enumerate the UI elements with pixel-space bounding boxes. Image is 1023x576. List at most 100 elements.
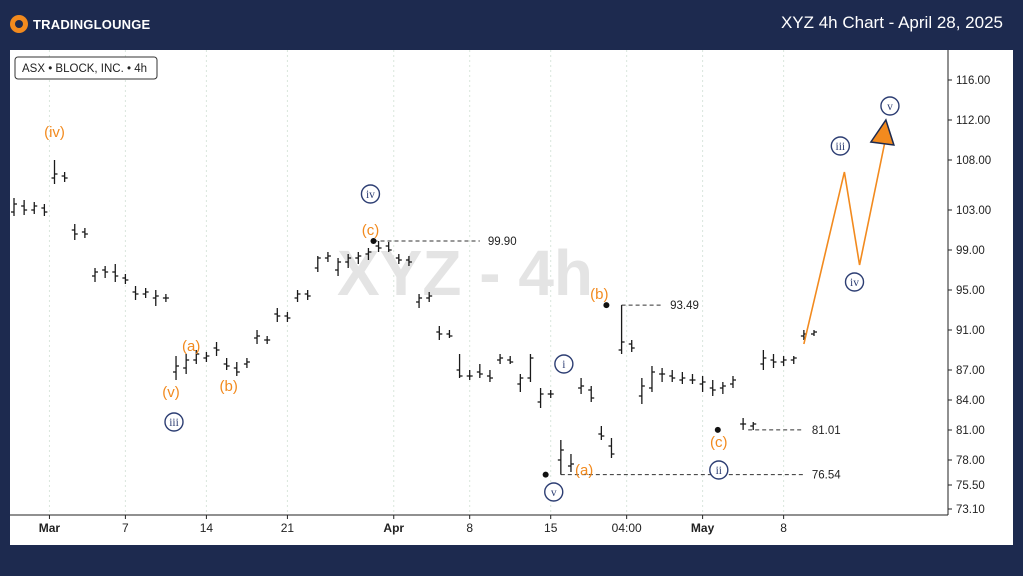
x-tick-label: 8 — [466, 521, 473, 535]
projection-arrow — [869, 118, 895, 146]
wave-text: iv — [366, 189, 375, 201]
wave-label: (c) — [362, 222, 380, 239]
ohlc-bar — [608, 438, 615, 458]
watermark: XYZ - 4h — [337, 237, 593, 309]
wave-label: (a) — [182, 338, 200, 355]
wave-text: i — [562, 359, 565, 371]
price-chart: XYZ - 4h 99.90 93.49 81.01 76.54 (iv) (a) (v)… — [10, 50, 991, 535]
ohlc-bar — [112, 264, 119, 282]
pivot-dots — [370, 238, 721, 478]
ohlc-bar — [760, 350, 767, 370]
ohlc-bar — [243, 358, 250, 368]
ohlc-bar — [345, 254, 352, 268]
ohlc-bar — [264, 336, 271, 344]
wave-label-circle: iv — [360, 184, 381, 204]
wave-circle — [830, 136, 851, 156]
ohlc-bar — [659, 368, 666, 382]
wave-label: (iv) — [44, 124, 65, 141]
ohlc-bar — [41, 204, 48, 216]
ohlc-bar — [507, 356, 514, 364]
wave-label-circle: iv — [844, 272, 865, 292]
wave-label-circle: v — [544, 482, 564, 502]
ohlc-bar — [183, 354, 190, 374]
ohlc-bar — [436, 326, 443, 340]
ohlc-bar — [335, 258, 342, 276]
wave-text: iv — [850, 277, 859, 289]
ohlc-bar — [132, 286, 139, 300]
ohlc-bar — [547, 390, 554, 398]
ohlc-bar — [102, 266, 109, 278]
wave-circle — [544, 482, 564, 502]
ohlc-bar — [567, 454, 574, 472]
ohlc-bar — [719, 382, 726, 394]
ohlc-bar — [517, 374, 524, 392]
ohlc-bar — [314, 256, 321, 272]
x-tick-label: 15 — [544, 521, 558, 535]
ohlc-bar — [193, 350, 200, 364]
ohlc-bar — [355, 252, 362, 264]
ohlc-bar — [81, 228, 88, 238]
y-axis-ticks: 116.00 112.00 108.00 103.00 99.00 95.00 91.00 8… — [948, 75, 991, 516]
ohlc-bar — [811, 330, 817, 336]
x-tick-label: 7 — [122, 521, 129, 535]
level-label: 81.01 — [812, 425, 841, 437]
level-label: 99.90 — [488, 236, 517, 248]
ohlc-bar — [304, 290, 311, 300]
ohlc-bar — [709, 380, 716, 396]
pivot-dot — [370, 238, 377, 244]
ohlc-bar — [61, 172, 68, 182]
wave-label-circle: i — [554, 354, 574, 374]
ohlc-bar — [173, 356, 180, 380]
wave-circle — [554, 354, 574, 374]
pivot-dot — [603, 302, 610, 309]
wave-label-circle: iii — [830, 136, 851, 156]
ohlc-bar — [598, 426, 605, 440]
ohlc-bar — [21, 200, 28, 215]
ohlc-bar — [152, 290, 159, 306]
ohlc-bar — [669, 370, 676, 382]
header-bar: TRADINGLOUNGE XYZ 4h Chart - April 28, 2… — [0, 0, 1023, 48]
ohlc-bar — [254, 330, 261, 344]
pivot-dot — [714, 426, 721, 433]
ohlc-bar — [223, 358, 230, 370]
ohlc-bar — [527, 354, 534, 382]
ohlc-bar — [740, 418, 747, 430]
x-axis-ticks: Mar 7 14 21 Apr 8 15 04:00 May 8 — [39, 515, 787, 535]
y-tick-label: 103.00 — [956, 205, 991, 217]
ohlc-bar — [324, 252, 331, 262]
y-tick-label: 91.00 — [956, 325, 985, 337]
x-tick-label: 8 — [780, 521, 787, 535]
y-tick-label: 75.50 — [956, 480, 985, 492]
ohlc-bar — [51, 160, 58, 184]
symbol-label: ASX • BLOCK, INC. • 4h — [22, 63, 147, 75]
ohlc-bar — [71, 224, 78, 240]
wave-label: (v) — [162, 384, 180, 401]
ohlc-bar — [446, 330, 453, 338]
projection-line — [803, 141, 886, 345]
wave-label: (b) — [590, 286, 608, 303]
ohlc-bar — [385, 242, 392, 252]
ohlc-bar — [648, 366, 655, 392]
ohlc-bar — [162, 294, 169, 302]
wave-text: iii — [169, 417, 179, 429]
ohlc-bar — [405, 256, 412, 266]
x-tick-label: Apr — [383, 521, 404, 535]
wave-circle — [844, 272, 865, 292]
y-tick-label: 73.10 — [956, 504, 985, 516]
wave-label: (a) — [575, 462, 593, 479]
x-tick-label: May — [691, 521, 715, 535]
x-tick-label: 14 — [200, 521, 214, 535]
y-tick-label: 108.00 — [956, 155, 991, 167]
ohlc-bar — [213, 342, 220, 356]
wave-label-circle: iii — [164, 412, 184, 432]
ohlc-bar — [11, 198, 17, 216]
ohlc-bar — [578, 378, 585, 394]
ohlc-bar — [689, 374, 696, 384]
ohlc-bar — [416, 294, 423, 308]
ohlc-bar — [426, 292, 433, 302]
y-tick-label: 84.00 — [956, 395, 985, 407]
wave-label: (b) — [220, 378, 238, 395]
y-tick-label: 116.00 — [956, 75, 990, 87]
symbol-box: ASX • BLOCK, INC. • 4h — [14, 56, 158, 80]
ohlc-bar — [31, 202, 38, 214]
